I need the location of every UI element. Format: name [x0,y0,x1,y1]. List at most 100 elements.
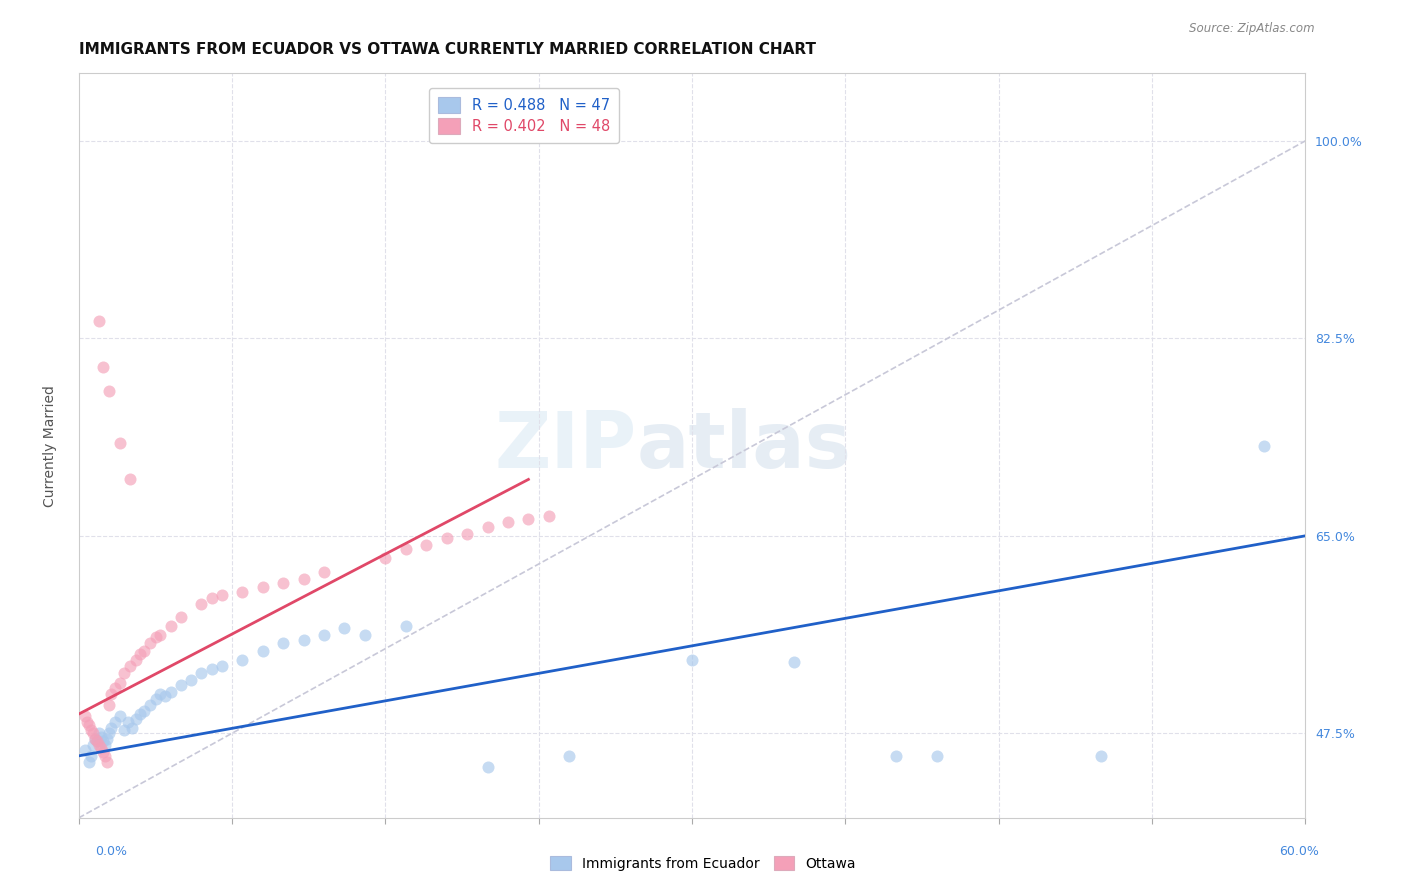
Legend: Immigrants from Ecuador, Ottawa: Immigrants from Ecuador, Ottawa [544,850,862,876]
Point [129,707,152,722]
Point [1090,748,1112,763]
Point [112,666,135,681]
Point [90,741,112,756]
Point [108,436,131,450]
Point [73,743,96,757]
Point [87,726,110,740]
Point [537,508,560,523]
Point [145,631,167,645]
Point [91,734,114,748]
Point [149,628,172,642]
Point [77,755,100,769]
Point [200,662,222,676]
Point [252,644,274,658]
Text: atlas: atlas [637,408,852,483]
Point [159,684,181,698]
Point [927,748,949,763]
Point [145,692,167,706]
Point [477,760,499,774]
Point [77,718,100,732]
Text: ZIP: ZIP [495,408,637,483]
Point [118,658,141,673]
Point [436,531,458,545]
Point [558,748,581,763]
Point [333,621,356,635]
Text: IMMIGRANTS FROM ECUADOR VS OTTAWA CURRENTLY MARRIED CORRELATION CHART: IMMIGRANTS FROM ECUADOR VS OTTAWA CURREN… [79,42,815,57]
Point [681,653,703,667]
Point [100,687,122,701]
Point [231,585,253,599]
Point [190,597,212,611]
Point [87,314,110,328]
Point [312,628,335,642]
Point [104,681,127,695]
Point [108,675,131,690]
Point [271,636,294,650]
Point [82,726,104,740]
Point [125,712,148,726]
Point [98,384,121,399]
Point [86,734,108,748]
Point [132,704,155,718]
Point [98,698,121,712]
Point [292,572,315,586]
Point [94,738,117,752]
Point [82,738,104,752]
Point [91,746,114,760]
Point [496,516,519,530]
Point [96,755,118,769]
Point [211,587,233,601]
Point [129,648,152,662]
Point [292,632,315,647]
Point [98,726,121,740]
Point [80,723,103,737]
Point [87,738,110,752]
Y-axis label: Currently Married: Currently Married [44,384,58,507]
Point [149,687,172,701]
Point [132,644,155,658]
Point [139,636,162,650]
Point [84,731,107,746]
Point [312,565,335,579]
Point [252,580,274,594]
Point [271,576,294,591]
Point [80,748,103,763]
Point [108,709,131,723]
Point [211,658,233,673]
Text: Source: ZipAtlas.com: Source: ZipAtlas.com [1189,22,1315,36]
Point [139,698,162,712]
Point [190,666,212,681]
Point [117,714,139,729]
Text: 60.0%: 60.0% [1279,845,1319,857]
Point [159,619,181,633]
Point [395,619,418,633]
Point [91,359,114,374]
Point [1253,439,1275,453]
Point [200,591,222,605]
Point [517,512,540,526]
Legend: R = 0.488   N = 47, R = 0.402   N = 48: R = 0.488 N = 47, R = 0.402 N = 48 [429,88,619,143]
Point [170,610,193,624]
Point [84,731,107,746]
Point [118,472,141,486]
Point [415,538,437,552]
Point [180,673,202,688]
Point [456,526,478,541]
Point [886,748,908,763]
Point [153,689,176,703]
Point [104,714,127,729]
Point [86,734,108,748]
Point [477,520,499,534]
Point [94,748,117,763]
Text: 0.0%: 0.0% [96,845,128,857]
Point [783,655,806,669]
Point [73,709,96,723]
Point [354,628,377,642]
Point [112,723,135,737]
Point [125,653,148,667]
Point [96,731,118,746]
Point [100,721,122,735]
Point [231,653,253,667]
Point [170,678,193,692]
Point [90,730,112,744]
